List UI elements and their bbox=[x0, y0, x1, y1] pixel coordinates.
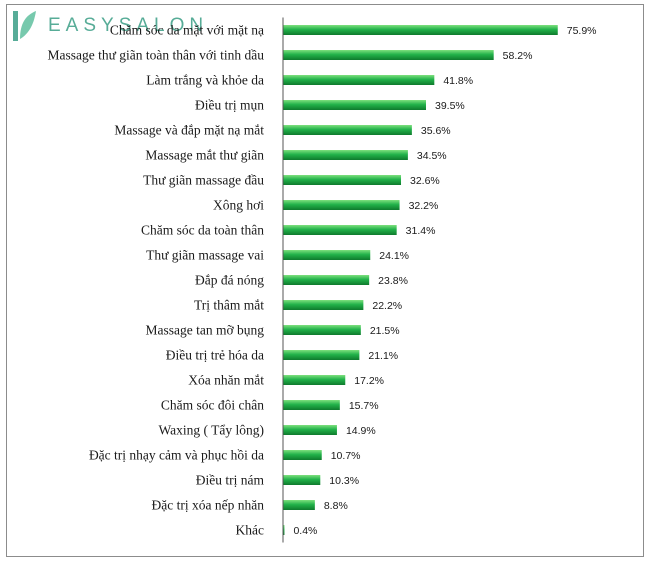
bars bbox=[283, 25, 558, 535]
bar bbox=[283, 475, 321, 485]
bar bbox=[283, 75, 435, 85]
bar bbox=[283, 25, 558, 35]
bar bbox=[283, 250, 371, 260]
value-label: 23.8% bbox=[378, 275, 408, 287]
category-label: Chăm sóc da mặt với mặt nạ bbox=[110, 23, 264, 38]
bar bbox=[283, 150, 408, 160]
bar bbox=[283, 325, 361, 335]
value-label: 14.9% bbox=[346, 425, 376, 437]
bar bbox=[283, 225, 397, 235]
value-labels: 75.9% 58.2% 41.8% 39.5% 35.6% 34.5% 32.6% 32.2%… bbox=[293, 25, 596, 537]
category-label: Điều trị mụn bbox=[195, 98, 264, 113]
category-label: Waxing ( Tẩy lông) bbox=[158, 423, 264, 438]
category-label: Điều trị trẻ hóa da bbox=[166, 348, 264, 363]
category-label: Làm trắng và khỏe da bbox=[146, 73, 264, 88]
category-label: Chăm sóc đôi chân bbox=[161, 398, 264, 413]
category-labels: Chăm sóc da mặt với mặt nạ Massage thư gi… bbox=[47, 23, 264, 538]
value-label: 32.2% bbox=[409, 200, 439, 212]
category-label: Trị thâm mắt bbox=[194, 298, 264, 313]
category-label: Thư giãn massage đầu bbox=[143, 173, 264, 188]
value-label: 17.2% bbox=[354, 375, 384, 387]
bar bbox=[283, 200, 400, 210]
category-label: Thư giãn massage vai bbox=[146, 248, 264, 263]
category-label: Chăm sóc da toàn thân bbox=[141, 223, 264, 238]
value-label: 15.7% bbox=[349, 400, 379, 412]
bar bbox=[283, 275, 370, 285]
category-label: Đắp đá nóng bbox=[195, 273, 264, 288]
value-label: 8.8% bbox=[324, 500, 348, 512]
category-label: Massage tan mỡ bụng bbox=[146, 323, 265, 338]
bar bbox=[283, 300, 364, 310]
value-label: 21.5% bbox=[370, 325, 400, 337]
easysalon-logo: EASYSALON bbox=[12, 8, 208, 44]
value-label: 10.7% bbox=[331, 450, 361, 462]
bar bbox=[283, 500, 315, 510]
category-label: Xông hơi bbox=[213, 198, 264, 213]
bar bbox=[283, 525, 285, 535]
category-label: Massage và đắp mặt nạ mắt bbox=[114, 123, 264, 138]
bar bbox=[283, 375, 346, 385]
value-label: 21.1% bbox=[368, 350, 398, 362]
value-label: 75.9% bbox=[567, 25, 597, 37]
logo-text: EASYSALON bbox=[48, 15, 209, 36]
value-label: 32.6% bbox=[410, 175, 440, 187]
leaf-logo-icon bbox=[13, 11, 36, 41]
bar bbox=[283, 350, 360, 360]
bar bbox=[283, 425, 337, 435]
value-label: 24.1% bbox=[379, 250, 409, 262]
value-label: 58.2% bbox=[503, 50, 533, 62]
bar bbox=[283, 125, 412, 135]
bar bbox=[283, 450, 322, 460]
category-label: Massage mắt thư giãn bbox=[145, 148, 264, 163]
category-label: Massage thư giãn toàn thân với tinh dầu bbox=[47, 48, 264, 63]
bar bbox=[283, 400, 340, 410]
bar bbox=[283, 50, 494, 60]
value-label: 10.3% bbox=[329, 475, 359, 487]
value-label: 31.4% bbox=[406, 225, 436, 237]
bar bbox=[283, 175, 402, 185]
category-label: Đặc trị xóa nếp nhăn bbox=[152, 498, 265, 513]
category-label: Điều trị nám bbox=[196, 473, 265, 488]
value-label: 22.2% bbox=[372, 300, 402, 312]
bar bbox=[283, 100, 426, 110]
category-label: Đặc trị nhạy cảm và phục hồi da bbox=[89, 448, 264, 463]
value-label: 35.6% bbox=[421, 125, 451, 137]
value-label: 0.4% bbox=[293, 525, 317, 537]
value-label: 34.5% bbox=[417, 150, 447, 162]
category-label: Khác bbox=[236, 523, 264, 538]
value-label: 39.5% bbox=[435, 100, 465, 112]
value-label: 41.8% bbox=[443, 75, 473, 87]
category-label: Xóa nhăn mắt bbox=[188, 373, 264, 388]
